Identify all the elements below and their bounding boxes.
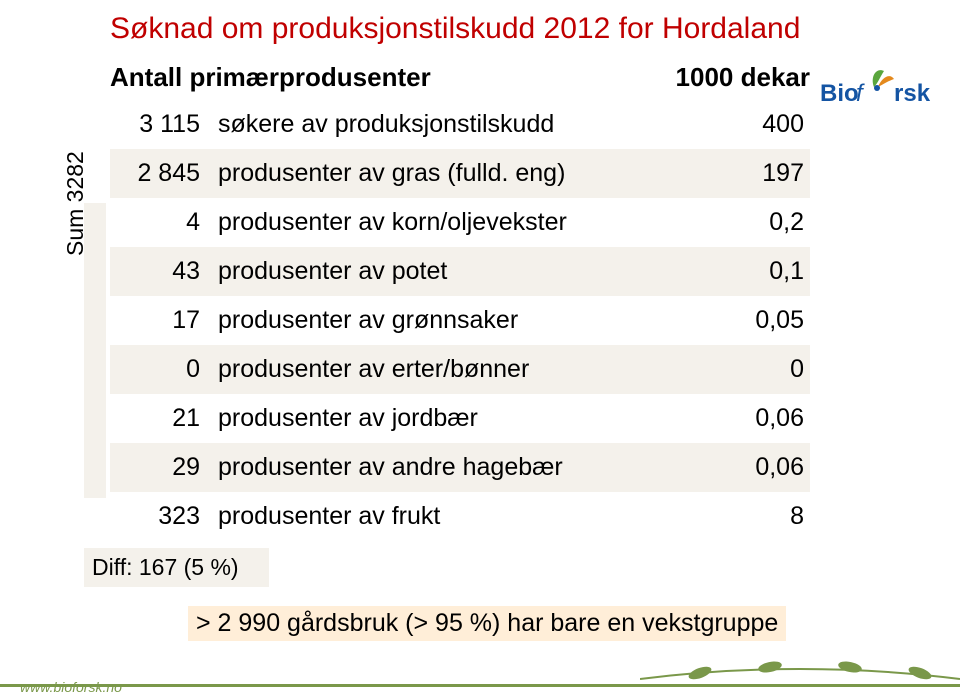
table-row: 4produsenter av korn/oljevekster0,2 (110, 198, 810, 247)
row-value: 197 (710, 149, 810, 198)
svg-text:rsk: rsk (894, 80, 931, 107)
row-value: 8 (710, 492, 810, 541)
row-value: 0,05 (710, 296, 810, 345)
row-value: 0,06 (710, 394, 810, 443)
table-row: 323produsenter av frukt8 (110, 492, 810, 541)
row-value: 0,06 (710, 443, 810, 492)
row-count: 43 (110, 247, 212, 296)
row-count: 3 115 (110, 100, 212, 149)
row-label: produsenter av gras (fulld. eng) (212, 149, 710, 198)
diff-label: Diff: 167 (5 %) (84, 548, 269, 587)
row-count: 21 (110, 394, 212, 443)
svg-text:Bio: Bio (820, 80, 859, 107)
row-label: produsenter av grønnsaker (212, 296, 710, 345)
row-label: produsenter av erter/bønner (212, 345, 710, 394)
table-row: 3 115søkere av produksjonstilskudd400 (110, 100, 810, 149)
row-label: produsenter av frukt (212, 492, 710, 541)
row-label: produsenter av potet (212, 247, 710, 296)
slide: Søknad om produksjonstilskudd 2012 for H… (0, 0, 960, 697)
row-label: produsenter av jordbær (212, 394, 710, 443)
row-value: 400 (710, 100, 810, 149)
subtitle-right: 1000 dekar (676, 62, 810, 93)
subtitle-row: Antall primærprodusenter 1000 dekar (110, 62, 810, 93)
sum-label: Sum 3282 (62, 151, 89, 256)
row-label: produsenter av andre hagebær (212, 443, 710, 492)
table-row: 17produsenter av grønnsaker0,05 (110, 296, 810, 345)
row-count: 0 (110, 345, 212, 394)
footer: www.bioforsk.no (0, 667, 960, 697)
row-label: søkere av produksjonstilskudd (212, 100, 710, 149)
row-count: 29 (110, 443, 212, 492)
row-label: produsenter av korn/oljevekster (212, 198, 710, 247)
footer-url: www.bioforsk.no (20, 679, 122, 695)
table-row: 43produsenter av potet0,1 (110, 247, 810, 296)
row-count: 4 (110, 198, 212, 247)
row-count: 17 (110, 296, 212, 345)
bioforsk-logo: Bio f rsk (820, 55, 938, 107)
row-count: 323 (110, 492, 212, 541)
footnote: > 2 990 gårdsbruk (> 95 %) har bare en v… (188, 606, 786, 641)
data-table: 3 115søkere av produksjonstilskudd4002 8… (110, 100, 810, 541)
table-row: 2 845produsenter av gras (fulld. eng)197 (110, 149, 810, 198)
subtitle-left: Antall primærprodusenter (110, 62, 431, 93)
table-row: 0produsenter av erter/bønner0 (110, 345, 810, 394)
table-row: 29produsenter av andre hagebær0,06 (110, 443, 810, 492)
row-value: 0,2 (710, 198, 810, 247)
table-row: 21produsenter av jordbær0,06 (110, 394, 810, 443)
svg-text:f: f (856, 80, 865, 107)
row-count: 2 845 (110, 149, 212, 198)
footer-leaf-icon (640, 649, 960, 689)
page-title: Søknad om produksjonstilskudd 2012 for H… (110, 12, 800, 46)
row-value: 0,1 (710, 247, 810, 296)
row-value: 0 (710, 345, 810, 394)
